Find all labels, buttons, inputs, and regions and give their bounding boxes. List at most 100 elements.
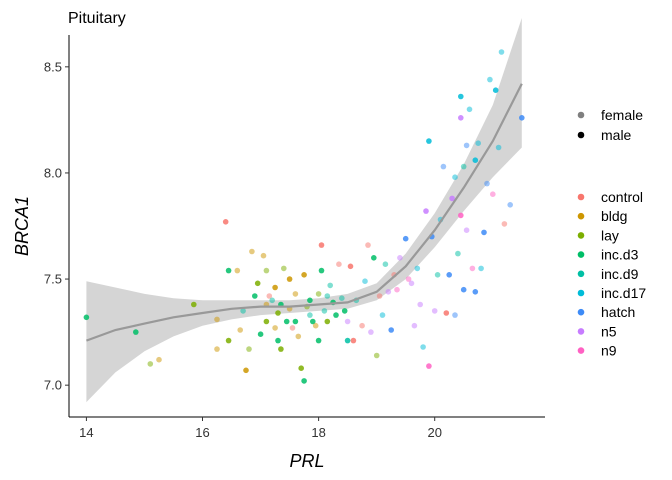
- data-point-hatch: [481, 229, 487, 236]
- data-point-inc.d9: [307, 312, 313, 318]
- data-point-bldg: [292, 291, 299, 297]
- chart-title: Pituitary: [68, 10, 126, 27]
- data-point-bldg: [234, 267, 241, 274]
- legend-label-bldg: bldg: [601, 208, 627, 224]
- data-point-control: [289, 325, 296, 331]
- smooth-line: [86, 83, 523, 342]
- legend-key-lay: [577, 232, 585, 239]
- y-tick-label: 8.0: [44, 165, 62, 180]
- y-tick-label: 7.0: [44, 378, 62, 393]
- data-point-control: [501, 221, 508, 227]
- confidence-ribbon: [86, 18, 522, 403]
- legend-label-inc.d17: inc.d17: [601, 285, 646, 301]
- data-point-bldg: [272, 325, 278, 331]
- data-point-inc.d3: [307, 297, 313, 304]
- legend-label-n9: n9: [601, 343, 617, 359]
- legend-key-control: [577, 193, 585, 201]
- data-point-lay: [147, 361, 154, 367]
- data-point-hatch: [472, 289, 479, 295]
- data-point-hatch: [463, 142, 470, 149]
- data-point-lay: [278, 346, 284, 352]
- data-point-inc.d17: [379, 312, 386, 318]
- data-point-inc.d3: [292, 318, 299, 325]
- data-point-control: [347, 263, 354, 270]
- data-point-inc.d9: [434, 272, 441, 278]
- legend-key-hatch: [577, 308, 585, 316]
- data-point-inc.d3: [318, 267, 325, 274]
- data-point-lay: [298, 365, 305, 372]
- data-point-control: [365, 242, 371, 248]
- data-point-inc.d17: [362, 278, 368, 285]
- data-point-bldg: [301, 272, 307, 278]
- data-point-lay: [254, 280, 261, 287]
- data-point-n9: [394, 286, 400, 293]
- legend-label-lay: lay: [601, 227, 619, 243]
- data-point-inc.d3: [252, 293, 258, 299]
- data-point-hatch: [484, 180, 490, 187]
- data-point-lay: [191, 301, 197, 308]
- data-point-inc.d17: [452, 174, 458, 180]
- data-point-control: [336, 261, 342, 268]
- data-point-control: [222, 219, 229, 225]
- data-point-inc.d9: [321, 308, 328, 314]
- data-point-inc.d17: [478, 265, 484, 272]
- data-point-inc.d3: [283, 318, 290, 325]
- legend-label-control: control: [601, 189, 643, 205]
- data-point-n5: [463, 227, 470, 233]
- legend-key-n9: [577, 347, 585, 354]
- data-point-inc.d9: [344, 337, 351, 344]
- data-point-lay: [281, 265, 287, 272]
- data-point-lay: [315, 291, 322, 297]
- data-point-hatch: [519, 115, 525, 121]
- data-point-inc.d17: [498, 49, 505, 55]
- data-point-hatch: [507, 202, 513, 208]
- x-tick-label: 14: [79, 425, 93, 440]
- data-point-n9: [426, 363, 432, 369]
- data-point-n5: [417, 301, 424, 308]
- data-point-bldg: [286, 276, 293, 282]
- legend-key-n5: [577, 328, 585, 335]
- data-point-n5: [368, 329, 374, 335]
- data-point-lay: [263, 267, 270, 274]
- legend-key-inc.d9: [577, 270, 585, 278]
- x-axis-label: PRL: [289, 451, 324, 471]
- data-point-n9: [458, 212, 464, 219]
- data-point-control: [359, 322, 365, 329]
- y-tick-label: 7.5: [44, 272, 62, 287]
- data-point-inc.d17: [458, 93, 464, 100]
- data-point-bldg: [237, 327, 243, 333]
- data-point-inc.d17: [420, 344, 426, 350]
- data-point-lay: [246, 346, 252, 352]
- legend-key-female: [577, 111, 585, 119]
- data-point-inc.d17: [426, 138, 432, 144]
- data-point-n5: [423, 208, 429, 214]
- y-tick-label: 8.5: [44, 59, 62, 74]
- data-point-inc.d17: [472, 157, 479, 163]
- y-axis-label: BRCA1: [12, 196, 32, 256]
- data-point-inc.d9: [382, 261, 389, 268]
- data-point-lay: [275, 310, 281, 316]
- axes-layer: 14 16 18 20 7.0 7.5 8.0 8.5: [44, 35, 545, 440]
- data-point-inc.d3: [310, 318, 316, 325]
- data-point-inc.d17: [414, 265, 421, 272]
- legend-label-inc.d3: inc.d3: [601, 247, 639, 263]
- x-tick-label: 16: [195, 425, 209, 440]
- data-point-inc.d3: [341, 308, 348, 314]
- data-point-bldg: [214, 316, 220, 323]
- data-point-inc.d17: [475, 140, 482, 146]
- data-point-inc.d3: [225, 267, 232, 274]
- legend-key-male: [577, 131, 585, 139]
- data-point-inc.d3: [275, 337, 281, 344]
- data-point-n9: [405, 276, 412, 282]
- legend-key-inc.d17: [577, 289, 585, 297]
- data-point-hatch: [388, 327, 395, 333]
- data-point-inc.d9: [327, 282, 334, 289]
- data-point-inc.d9: [269, 297, 276, 304]
- data-point-bldg: [214, 346, 220, 352]
- data-point-n5: [411, 322, 418, 329]
- legend-key-inc.d3: [577, 251, 585, 258]
- data-point-inc.d17: [487, 76, 493, 83]
- data-point-n5: [385, 289, 392, 295]
- data-point-hatch: [446, 272, 453, 278]
